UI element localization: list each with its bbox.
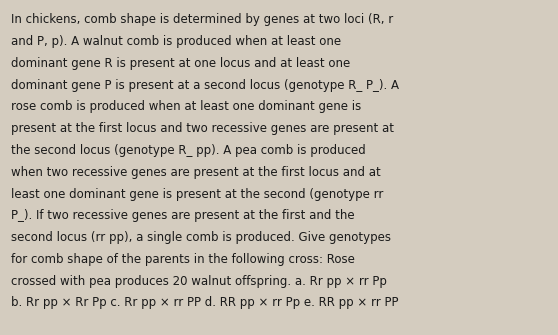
Text: b. Rr pp × Rr Pp c. Rr pp × rr PP d. RR pp × rr Pp e. RR pp × rr PP: b. Rr pp × Rr Pp c. Rr pp × rr PP d. RR … (11, 296, 398, 310)
Text: dominant gene R is present at one locus and at least one: dominant gene R is present at one locus … (11, 57, 350, 70)
Text: second locus (rr pp), a single comb is produced. Give genotypes: second locus (rr pp), a single comb is p… (11, 231, 391, 244)
Text: the second locus (genotype R_ pp). A pea comb is produced: the second locus (genotype R_ pp). A pea… (11, 144, 366, 157)
Text: present at the first locus and two recessive genes are present at: present at the first locus and two reces… (11, 122, 394, 135)
Text: P_). If two recessive genes are present at the first and the: P_). If two recessive genes are present … (11, 209, 355, 222)
Text: and P, p). A walnut comb is produced when at least one: and P, p). A walnut comb is produced whe… (11, 35, 341, 48)
Text: In chickens, comb shape is determined by genes at two loci (R, r: In chickens, comb shape is determined by… (11, 13, 393, 26)
Text: for comb shape of the parents in the following cross: Rose: for comb shape of the parents in the fol… (11, 253, 355, 266)
Text: crossed with pea produces 20 walnut offspring. a. Rr pp × rr Pp: crossed with pea produces 20 walnut offs… (11, 275, 387, 288)
Text: least one dominant gene is present at the second (genotype rr: least one dominant gene is present at th… (11, 188, 383, 201)
Text: dominant gene P is present at a second locus (genotype R_ P_). A: dominant gene P is present at a second l… (11, 79, 399, 92)
Text: when two recessive genes are present at the first locus and at: when two recessive genes are present at … (11, 166, 381, 179)
Text: rose comb is produced when at least one dominant gene is: rose comb is produced when at least one … (11, 100, 362, 114)
